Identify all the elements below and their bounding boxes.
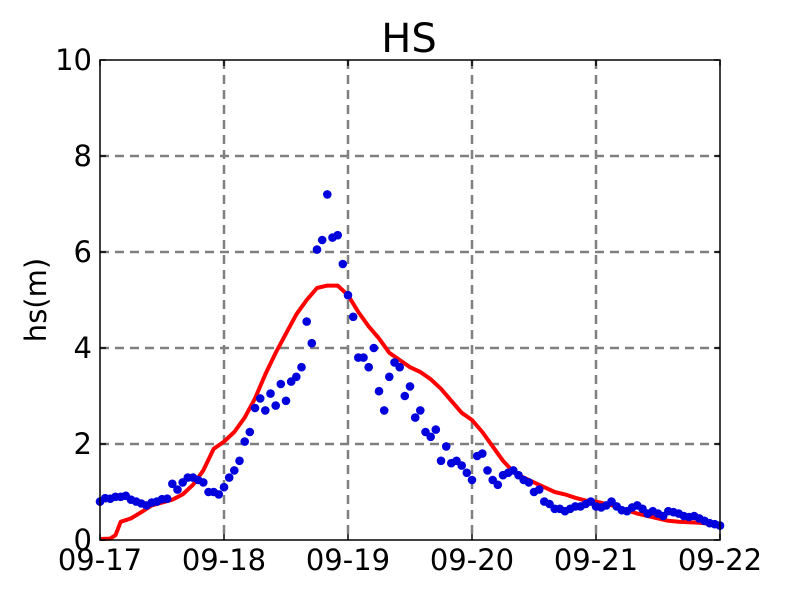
observed-point [385, 372, 394, 382]
observed-point [338, 259, 348, 269]
observed-point [235, 456, 244, 466]
plot-frame [99, 59, 721, 541]
observed-point [333, 230, 343, 240]
observed-point [364, 362, 374, 372]
observed-point [224, 473, 234, 482]
observed-point [317, 235, 327, 245]
observed-point [374, 386, 384, 396]
observed-point [312, 245, 322, 254]
chart-title: HS [381, 16, 436, 62]
observed-series [95, 190, 725, 530]
observed-point [431, 425, 441, 434]
observed-point [534, 485, 544, 494]
observed-point [369, 343, 379, 353]
observed-point [379, 406, 389, 415]
observed-point [214, 490, 224, 499]
observed-point [250, 403, 260, 413]
observed-point [436, 456, 446, 466]
observed-point [168, 479, 177, 489]
observed-point [405, 382, 415, 391]
y-tick-label: 8 [74, 139, 92, 173]
observed-point [261, 406, 270, 415]
observed-point [478, 449, 487, 458]
observed-point [416, 406, 425, 415]
grid-lines [100, 60, 720, 540]
observed-point [457, 461, 467, 470]
y-tick-label: 6 [74, 235, 92, 269]
observed-point [462, 468, 472, 478]
x-tick-label: 09-18 [182, 543, 266, 577]
observed-point [400, 391, 410, 401]
observed-point [493, 480, 503, 490]
y-axis-label: hs(m) [19, 258, 53, 342]
observed-point [255, 394, 265, 403]
observed-point [199, 478, 208, 487]
observed-point [307, 338, 317, 348]
observed-point [524, 478, 534, 487]
observed-point [173, 485, 182, 494]
observed-point [230, 466, 239, 475]
observed-point [245, 427, 255, 437]
observed-point [297, 362, 306, 372]
observed-point [302, 317, 312, 326]
observed-point [348, 312, 358, 322]
observed-point [292, 372, 301, 382]
observed-point [162, 494, 172, 504]
observed-point [271, 401, 281, 410]
observed-point [467, 475, 477, 485]
x-tick-label: 09-20 [430, 543, 514, 577]
observed-point [240, 437, 249, 446]
observed-point [323, 190, 332, 199]
observed-point [410, 413, 420, 422]
observed-point [281, 396, 291, 406]
observed-point [276, 379, 286, 389]
axis-ticks: 09-17 09-18 09-19 09-20 09-21 09-22 0 2 4 6 8 10 [55, 43, 762, 577]
x-tick-label: 09-17 [58, 543, 142, 577]
y-tick-label: 0 [74, 523, 92, 557]
observed-point [219, 482, 229, 492]
observed-point [395, 362, 405, 372]
y-tick-label: 4 [74, 331, 92, 365]
x-tick-label: 09-19 [306, 543, 390, 577]
y-tick-label: 2 [74, 427, 92, 461]
observed-point [343, 290, 353, 300]
y-tick-label: 10 [55, 43, 92, 77]
observed-point [266, 389, 275, 398]
observed-point [426, 432, 436, 442]
observed-point [359, 353, 368, 362]
observed-point [441, 442, 451, 451]
observed-point [483, 466, 492, 475]
x-tick-label: 09-22 [678, 543, 762, 577]
x-tick-label: 09-21 [554, 543, 638, 577]
